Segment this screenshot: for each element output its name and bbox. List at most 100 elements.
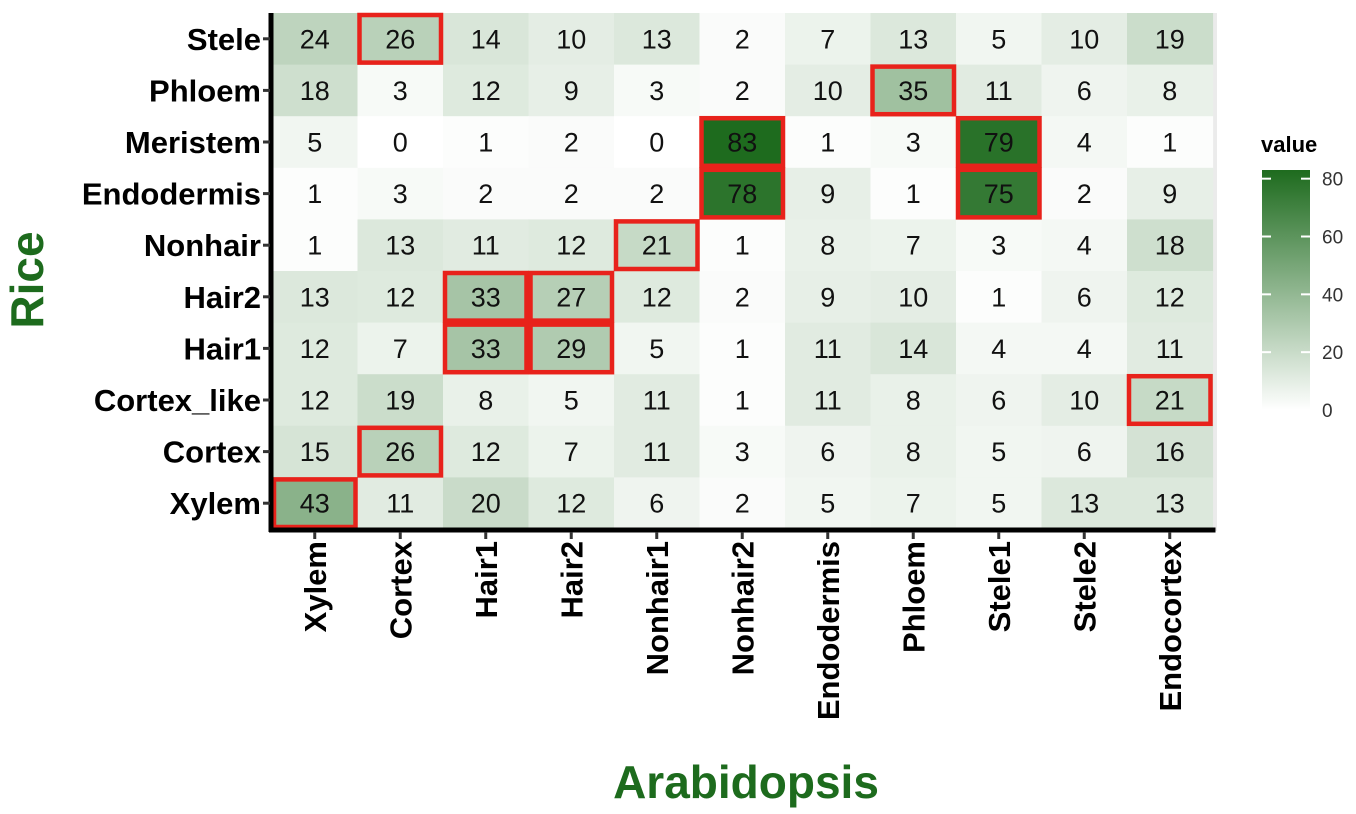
heatmap-cell (785, 271, 872, 324)
x-axis-tick-labels: Xylem Cortex Hair1 Hair2 Nonhair1 Nonhair2 End… (298, 532, 1188, 720)
cell-value-label: 12 (300, 386, 330, 416)
x-tick-label: Stele1 (982, 541, 1017, 632)
heatmap-cell (272, 477, 359, 530)
heatmap-cell (1127, 13, 1214, 66)
y-tick-label: Hair1 (183, 331, 261, 366)
cell-value-label: 1 (307, 231, 322, 261)
heatmap-cell (1127, 477, 1214, 530)
highlight-box (1126, 373, 1213, 427)
x-tick-label: Endocortex (1153, 540, 1188, 711)
cell-value-label: 2 (564, 179, 579, 209)
cell-value-label: 12 (471, 76, 501, 106)
heatmap-cell (357, 64, 444, 117)
y-tick-label: Meristem (125, 125, 261, 160)
x-tick-label: Nonhair1 (640, 541, 675, 675)
highlight-box (357, 425, 444, 478)
highlight-box (528, 322, 615, 375)
cell-value-label: 1 (906, 179, 921, 209)
highlight-box (271, 477, 358, 530)
heatmap-cell (614, 167, 701, 220)
x-tick-label: Cortex (383, 540, 418, 639)
cell-value-label: 8 (478, 386, 493, 416)
heatmap-cell (443, 374, 530, 427)
x-tick-label: Hair2 (554, 541, 589, 619)
heatmap-cell (870, 116, 957, 169)
cell-value-label: 13 (1069, 489, 1099, 519)
cell-value-label: 10 (1069, 24, 1099, 54)
cell-value-label: 12 (556, 231, 586, 261)
heatmap-cell (1127, 219, 1214, 272)
heatmap-cell (272, 322, 359, 375)
heatmap-cell (1041, 64, 1128, 117)
y-tick-label: Cortex_like (94, 383, 261, 418)
heatmap-cell (357, 219, 444, 272)
heatmap-cell (614, 219, 701, 272)
heatmap-cells (272, 13, 1214, 530)
cell-value-label: 11 (1156, 334, 1184, 364)
cell-value-label: 24 (300, 24, 330, 54)
heatmap-cell (528, 219, 615, 272)
heatmap-cell (1127, 64, 1214, 117)
cell-value-label: 14 (898, 334, 928, 364)
cell-value-label: 7 (820, 24, 835, 54)
heatmap-cell (272, 219, 359, 272)
cell-value-label: 11 (643, 437, 671, 467)
heatmap-cell (956, 425, 1043, 478)
cell-value-label: 15 (300, 437, 330, 467)
heatmap-cell (443, 116, 530, 169)
cell-value-label: 2 (735, 76, 750, 106)
highlight-boxes (271, 12, 1213, 530)
cell-value-label: 12 (471, 437, 501, 467)
cell-value-label: 8 (906, 386, 921, 416)
cell-value-label: 5 (991, 437, 1006, 467)
color-legend: value 0 20 40 60 80 (1261, 132, 1343, 422)
heatmap-cell (699, 13, 786, 66)
cell-value-label: 1 (1162, 128, 1177, 158)
cell-value-label: 1 (735, 334, 750, 364)
cell-value-label: 10 (813, 76, 843, 106)
heatmap-cell (956, 322, 1043, 375)
cell-value-label: 5 (649, 334, 664, 364)
heatmap-cell (785, 116, 872, 169)
heatmap-cell (785, 13, 872, 66)
cell-value-label: 19 (1155, 24, 1185, 54)
legend-color-bar (1262, 170, 1310, 410)
heatmap-cell (528, 167, 615, 220)
cell-value-label: 33 (471, 334, 501, 364)
heatmap-cell (443, 477, 530, 530)
heatmap-cell (357, 167, 444, 220)
heatmap-cell (357, 477, 444, 530)
heatmap-cell (357, 322, 444, 375)
cell-value-label: 20 (471, 489, 501, 519)
cell-value-label: 13 (642, 24, 672, 54)
cell-value-label: 6 (1077, 282, 1092, 312)
cell-value-label: 5 (991, 489, 1006, 519)
cell-value-label: 5 (307, 128, 322, 158)
cell-value-label: 10 (556, 24, 586, 54)
y-tick-label: Phloem (149, 73, 261, 108)
legend-tick-label: 40 (1322, 285, 1343, 306)
cell-value-label: 1 (735, 231, 750, 261)
heatmap-cell (1041, 322, 1128, 375)
heatmap-cell (785, 477, 872, 530)
heatmap-cell (357, 13, 444, 66)
heatmap-cell (1041, 167, 1128, 220)
cell-value-label: 21 (1155, 386, 1185, 416)
cell-value-label: 0 (649, 128, 664, 158)
heatmap-cell (1127, 116, 1214, 169)
heatmap-cell (357, 374, 444, 427)
x-tick-label: Xylem (298, 541, 333, 632)
heatmap-cell (528, 13, 615, 66)
heatmap-cell (956, 64, 1043, 117)
heatmap-cell (699, 477, 786, 530)
heatmap-cell (1041, 477, 1128, 530)
cell-value-label: 7 (393, 334, 408, 364)
y-tick-label: Xylem (170, 486, 261, 521)
heatmap-cell (528, 271, 615, 324)
y-axis-title: Rice (1, 231, 53, 328)
cell-value-label: 1 (735, 386, 750, 416)
y-tick-label: Hair2 (183, 280, 261, 315)
heatmap-cell (1127, 271, 1214, 324)
heatmap-cell (699, 116, 786, 169)
